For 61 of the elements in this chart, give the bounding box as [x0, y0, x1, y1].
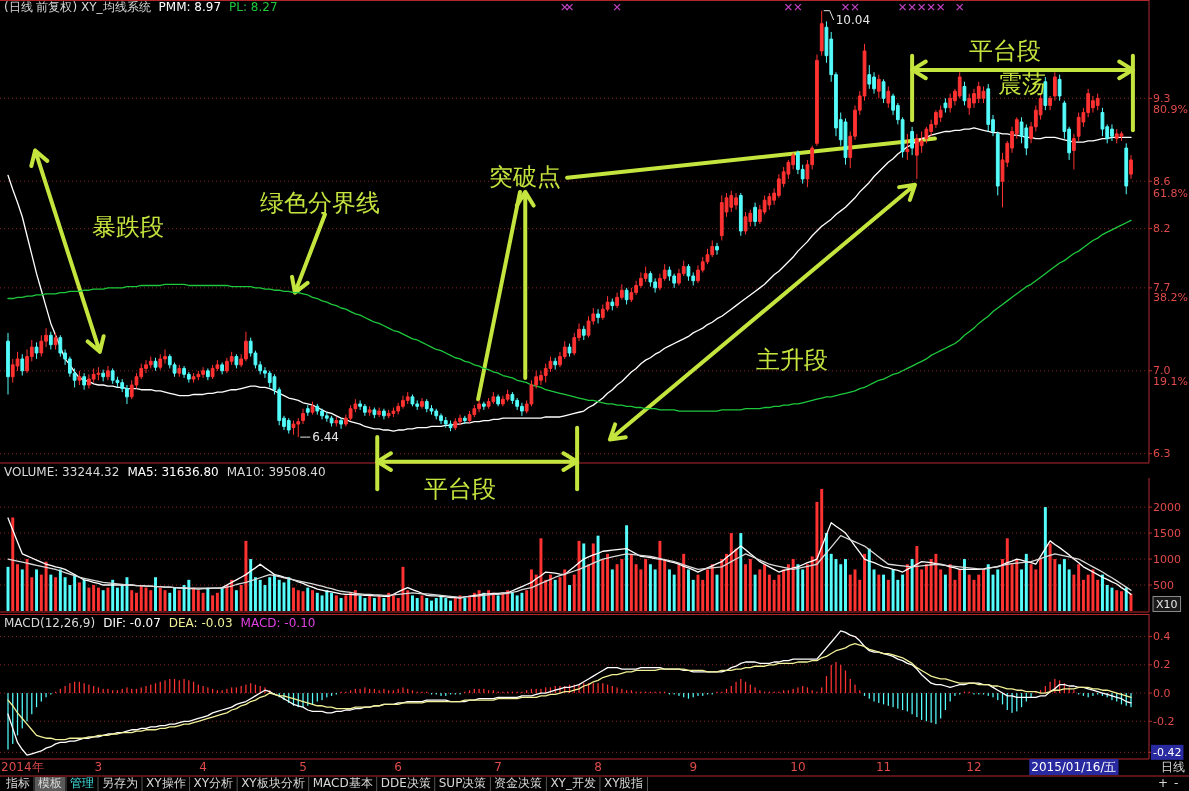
- y-tick-label: 6.3: [1153, 447, 1171, 461]
- y-tick-label: 0.2: [1153, 658, 1171, 672]
- annotation: 平台段: [424, 475, 497, 504]
- text: +: [1158, 776, 1169, 790]
- text: XY分析: [193, 776, 234, 790]
- x-tick-label: 3: [94, 760, 103, 774]
- text: XY_开发: [550, 776, 596, 790]
- text: MACD基本: [312, 776, 373, 790]
- y-tick-label: -0.42: [1153, 745, 1182, 759]
- legend: MA5: 31636.80 MA10: 39508.40: [127, 465, 326, 479]
- text: 模板: [38, 776, 62, 790]
- y-tick-label: 8.2: [1153, 222, 1171, 236]
- y2-tick-label: 80.9%: [1153, 102, 1188, 116]
- text: XY板块分析: [241, 776, 305, 790]
- y-tick-label: 0.4: [1153, 630, 1171, 644]
- text: SUP决策: [438, 776, 487, 790]
- annotation: 突破点: [489, 163, 562, 192]
- annotation: MACD: -0.10: [240, 616, 316, 630]
- y-tick-label: 9.3: [1153, 91, 1171, 105]
- y-tick-label: 500: [1153, 578, 1174, 592]
- text: 资金决策: [494, 776, 543, 790]
- x-tick-label: 7: [494, 760, 502, 774]
- chart-title: VOLUME: 33244.32: [4, 465, 120, 479]
- x-tick-label: 10: [790, 760, 806, 774]
- annotation: 10.04: [835, 13, 871, 27]
- text: XY股指: [603, 776, 644, 790]
- annotation: 平台段: [968, 36, 1041, 65]
- annotation: 绿色分界线: [260, 188, 381, 217]
- y-tick-label: 8.6: [1153, 174, 1171, 188]
- chart-title: (日线 前复权) XY_均线系统: [4, 0, 151, 14]
- y-tick-label: 0.0: [1153, 686, 1171, 700]
- legend: PMM: 8.97 PL: 8.27: [158, 0, 278, 14]
- x-tick-label: 2015/01/16/五: [1031, 760, 1117, 774]
- text: X10: [1156, 597, 1178, 611]
- annotation: 主升段: [756, 346, 829, 375]
- text: 管理: [70, 776, 94, 790]
- x-tick-label: 9: [689, 760, 698, 774]
- y2-tick-label: 61.8%: [1153, 186, 1188, 200]
- chart-title: MACD(12,26,9): [4, 616, 96, 630]
- x-tick-label: 6: [394, 760, 403, 774]
- x-tick-label: 8: [594, 760, 602, 774]
- y-tick-label: 1000: [1153, 552, 1181, 566]
- y2-tick-label: 38.2%: [1153, 290, 1188, 304]
- y-tick-label: 1500: [1153, 526, 1181, 540]
- x-tick-label: 12: [966, 760, 982, 774]
- text: 日线: [1161, 760, 1185, 774]
- text: -: [1174, 776, 1179, 790]
- text: 另存为: [102, 776, 138, 790]
- text: XY操作: [146, 776, 186, 790]
- annotation: 震荡: [998, 70, 1047, 99]
- text: 指标: [5, 776, 30, 790]
- x-tick-label: 11: [875, 760, 892, 774]
- y-tick-label: -0.2: [1153, 714, 1175, 728]
- annotation: 6.44: [312, 430, 339, 445]
- x-tick-label: 2014年: [1, 760, 44, 774]
- y-tick-label: 2000: [1153, 500, 1181, 514]
- x-tick-label: 4: [199, 760, 207, 774]
- legend: DIF: -0.07 DEA: -0.03: [103, 616, 233, 630]
- x-tick-label: 5: [299, 760, 307, 774]
- annotation: 暴跌段: [91, 213, 164, 242]
- text: DDE决策: [380, 776, 431, 790]
